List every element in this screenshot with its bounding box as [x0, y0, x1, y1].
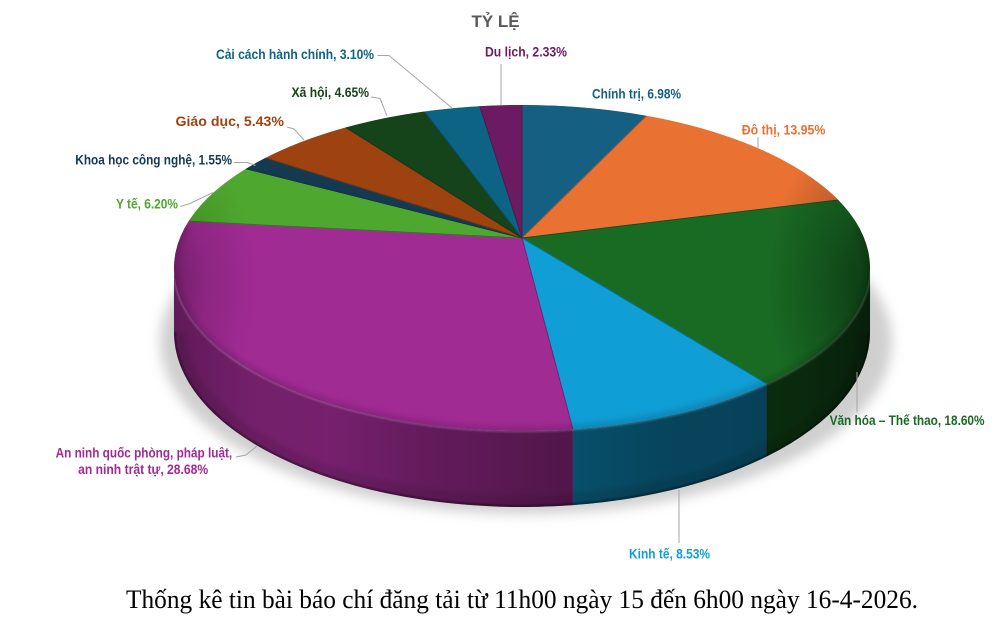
svg-text:Xã hội, 4.65%: Xã hội, 4.65%	[292, 84, 370, 100]
svg-text:Du lịch, 2.33%: Du lịch, 2.33%	[485, 44, 567, 60]
svg-text:TỶ LỆ: TỶ LỆ	[472, 12, 520, 31]
svg-text:Đô thị, 13.95%: Đô thị, 13.95%	[742, 122, 826, 138]
svg-text:Thống kê tin bài báo chí đăng: Thống kê tin bài báo chí đăng tải từ 11h…	[126, 585, 918, 614]
svg-text:Khoa học công nghệ, 1.55%: Khoa học công nghệ, 1.55%	[75, 152, 232, 168]
svg-text:Văn hóa – Thế thao, 18.60%: Văn hóa – Thế thao, 18.60%	[830, 412, 985, 428]
svg-text:An ninh quốc phòng, pháp luật,: An ninh quốc phòng, pháp luật,	[56, 445, 233, 461]
svg-text:Chính trị, 6.98%: Chính trị, 6.98%	[592, 86, 681, 102]
svg-text:Cải cách hành chính, 3.10%: Cải cách hành chính, 3.10%	[216, 46, 374, 62]
svg-text:Giáo dục, 5.43%: Giáo dục, 5.43%	[176, 113, 285, 129]
svg-text:an ninh trật tự, 28.68%: an ninh trật tự, 28.68%	[78, 461, 209, 477]
svg-text:Kinh tế, 8.53%: Kinh tế, 8.53%	[629, 546, 710, 562]
svg-text:Y tế, 6.20%: Y tế, 6.20%	[116, 196, 178, 212]
